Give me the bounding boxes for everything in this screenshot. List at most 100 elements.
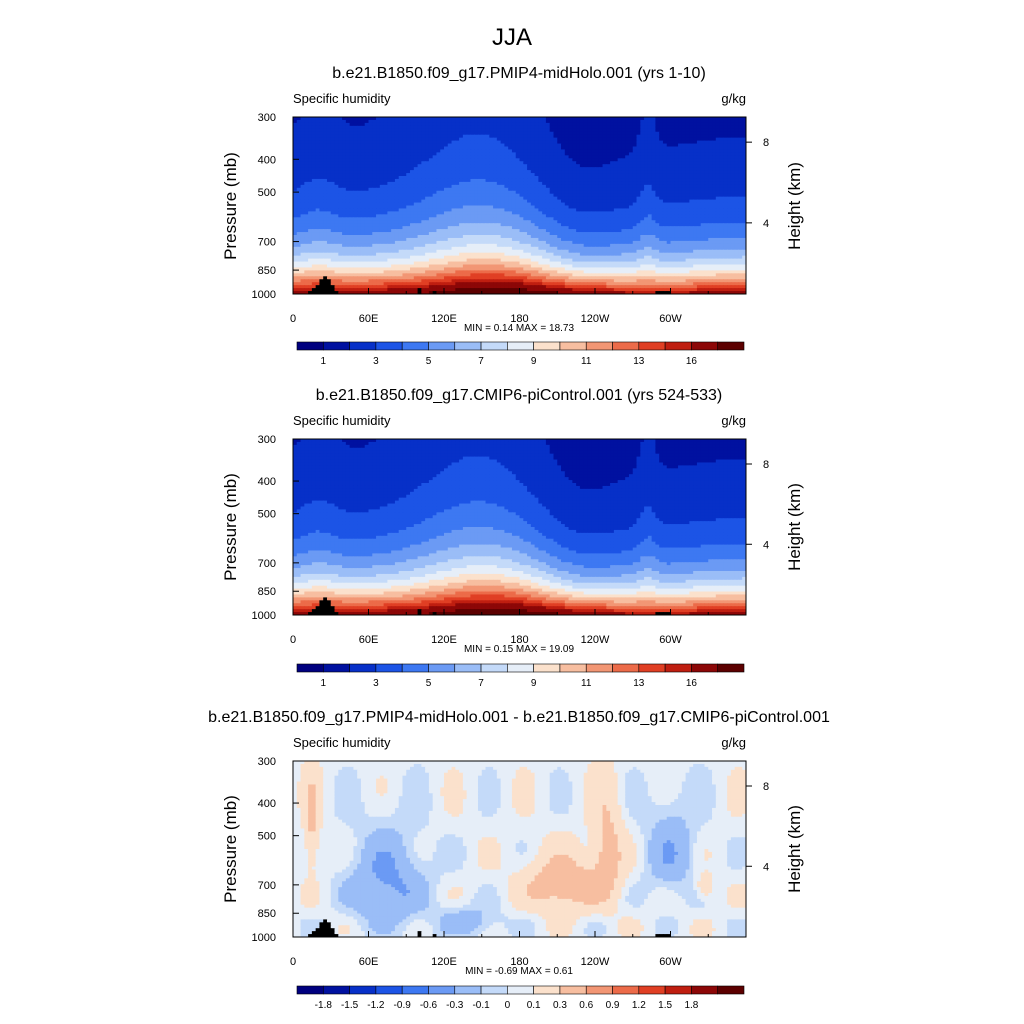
- field-cell: [425, 149, 430, 153]
- field-cell: [632, 128, 638, 133]
- field-cell: [474, 187, 479, 192]
- field-cell: [587, 131, 592, 136]
- field-cell: [534, 178, 539, 183]
- field-cell: [610, 199, 615, 204]
- field-cell: [712, 176, 717, 180]
- field-cell: [368, 226, 373, 230]
- field-cell: [595, 161, 600, 165]
- field-cell: [466, 237, 472, 242]
- field-cell: [315, 170, 321, 174]
- field-cell: [406, 176, 411, 180]
- field-cell: [545, 176, 551, 180]
- field-cell: [689, 208, 694, 212]
- field-cell: [636, 131, 641, 136]
- field-cell: [470, 181, 475, 186]
- field-cell: [712, 235, 717, 239]
- field-cell: [568, 220, 573, 224]
- field-cell: [519, 158, 524, 162]
- field-cell: [417, 119, 422, 124]
- field-cell: [738, 196, 743, 201]
- field-cell: [666, 223, 672, 227]
- field-cell: [561, 235, 566, 239]
- field-cell: [527, 164, 532, 168]
- field-cell: [651, 187, 657, 192]
- field-cell: [372, 149, 377, 153]
- field-cell: [466, 196, 472, 201]
- field-cell: [553, 161, 558, 165]
- field-cell: [489, 125, 494, 130]
- field-cell: [700, 117, 706, 121]
- field-cell: [719, 122, 724, 127]
- field-cell: [561, 193, 566, 198]
- field-cell: [549, 122, 555, 127]
- field-cell: [308, 158, 313, 162]
- field-cell: [712, 184, 717, 189]
- field-cell: [545, 235, 551, 239]
- field-cell: [647, 155, 653, 159]
- field-cell: [391, 202, 396, 207]
- field-cell: [455, 119, 460, 124]
- field-cell: [500, 223, 506, 227]
- field-cell: [466, 140, 472, 145]
- field-cell: [425, 158, 430, 162]
- field-cell: [704, 181, 709, 186]
- field-cell: [440, 125, 445, 130]
- field-cell: [421, 184, 426, 189]
- field-cell: [515, 193, 521, 198]
- field-cell: [425, 122, 430, 127]
- field-cell: [523, 237, 528, 242]
- field-cell: [636, 170, 641, 174]
- field-cell: [413, 193, 419, 198]
- field-cell: [428, 176, 434, 180]
- field-cell: [330, 167, 336, 171]
- field-cell: [383, 199, 388, 204]
- field-cell: [557, 184, 562, 189]
- field-cell: [617, 131, 623, 136]
- field-cell: [647, 208, 653, 212]
- field-cell: [300, 235, 305, 239]
- field-cell: [610, 223, 615, 227]
- field-cell: [519, 196, 524, 201]
- field-cell: [504, 128, 509, 133]
- field-cell: [715, 235, 721, 239]
- field-cell: [376, 184, 381, 189]
- field-cell: [515, 117, 521, 121]
- field-cell: [304, 170, 309, 174]
- field-cell: [674, 140, 679, 145]
- field-cell: [319, 140, 324, 145]
- field-cell: [296, 187, 302, 192]
- field-cell: [647, 146, 653, 151]
- field-cell: [595, 117, 600, 121]
- panel-1-units-label: g/kg: [721, 91, 746, 106]
- field-cell: [508, 187, 513, 192]
- field-cell: [447, 187, 453, 192]
- field-cell: [640, 178, 645, 183]
- field-cell: [681, 184, 687, 189]
- field-cell: [534, 149, 539, 153]
- field-cell: [315, 167, 321, 171]
- field-cell: [481, 149, 487, 153]
- field-cell: [519, 170, 524, 174]
- field-cell: [738, 143, 743, 148]
- field-cell: [372, 187, 377, 192]
- field-cell: [685, 217, 690, 221]
- field-cell: [462, 217, 468, 221]
- field-cell: [462, 235, 468, 239]
- field-cell: [296, 184, 302, 189]
- field-cell: [470, 173, 475, 177]
- field-cell: [636, 202, 641, 207]
- field-cell: [300, 161, 305, 165]
- field-cell: [742, 193, 746, 198]
- field-cell: [647, 232, 653, 236]
- field-cell: [394, 202, 400, 207]
- field-cell: [678, 167, 683, 171]
- field-cell: [564, 181, 570, 186]
- field-cell: [338, 187, 343, 192]
- field-cell: [549, 131, 555, 136]
- field-cell: [342, 232, 347, 236]
- field-cell: [311, 143, 317, 148]
- field-cell: [678, 140, 683, 145]
- field-cell: [345, 161, 351, 165]
- field-cell: [462, 178, 468, 183]
- field-cell: [602, 155, 607, 159]
